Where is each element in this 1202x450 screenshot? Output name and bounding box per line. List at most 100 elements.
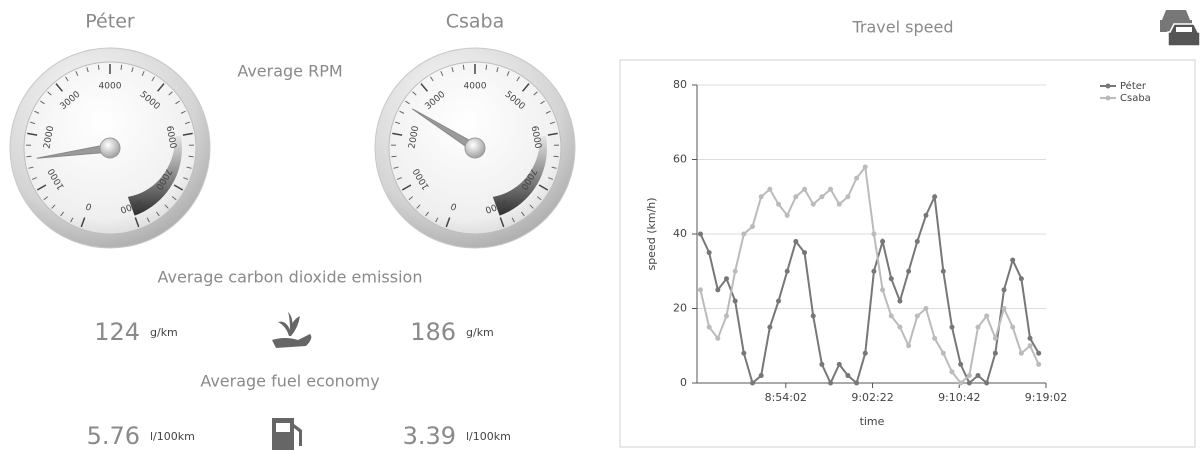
gauge-tick-label: 4000 — [464, 82, 487, 92]
data-point — [1019, 276, 1024, 281]
data-point — [958, 362, 963, 367]
data-point — [733, 299, 738, 304]
gauge-minor-tick — [463, 65, 464, 70]
data-point — [724, 276, 729, 281]
data-point — [854, 176, 859, 181]
data-point — [698, 232, 703, 237]
data-point — [1036, 351, 1041, 356]
data-point — [958, 381, 963, 386]
data-point — [1010, 258, 1015, 263]
chart-frame — [620, 60, 1195, 447]
data-point — [915, 239, 920, 244]
legend-marker — [1106, 96, 1111, 101]
data-point — [880, 239, 885, 244]
data-point — [707, 325, 712, 330]
data-point — [733, 269, 738, 274]
data-point — [845, 194, 850, 199]
data-point — [802, 187, 807, 192]
data-point — [949, 369, 954, 374]
data-point — [767, 325, 772, 330]
data-point — [1019, 351, 1024, 356]
data-point — [767, 187, 772, 192]
legend-marker — [1106, 84, 1111, 89]
data-point — [845, 373, 850, 378]
traffic-icon — [1160, 10, 1200, 46]
x-axis-label: time — [860, 415, 885, 428]
data-point — [819, 362, 824, 367]
data-point — [802, 250, 807, 255]
data-point — [811, 202, 816, 207]
data-point — [741, 351, 746, 356]
data-point — [1002, 287, 1007, 292]
y-axis-label: speed (km/h) — [645, 197, 658, 270]
data-point — [932, 194, 937, 199]
driver-name: Péter — [85, 11, 135, 33]
data-point — [785, 213, 790, 218]
dashboard: Péter Csaba Average RPM Average carbon d… — [0, 0, 1202, 450]
data-point — [906, 343, 911, 348]
x-tick-label: 9:19:02 — [1025, 391, 1067, 404]
data-point — [897, 325, 902, 330]
emission-value: 186 — [410, 318, 456, 346]
data-point — [923, 306, 928, 311]
data-point — [889, 276, 894, 281]
data-point — [1036, 362, 1041, 367]
data-point — [715, 287, 720, 292]
data-point — [1010, 325, 1015, 330]
section-title: Average carbon dioxide emission — [158, 268, 423, 287]
section-title: Average fuel economy — [200, 372, 379, 391]
data-point — [967, 381, 972, 386]
data-point — [828, 187, 833, 192]
gauge-minor-tick — [486, 65, 487, 70]
data-point — [976, 325, 981, 330]
data-point — [707, 250, 712, 255]
data-point — [1028, 336, 1033, 341]
data-point — [811, 313, 816, 318]
data-point — [949, 325, 954, 330]
emission-value: 124 — [94, 318, 140, 346]
y-tick-label: 40 — [673, 227, 687, 240]
data-point — [871, 232, 876, 237]
data-point — [837, 362, 842, 367]
data-point — [1002, 306, 1007, 311]
data-point — [793, 194, 798, 199]
section-title: Average RPM — [237, 62, 342, 81]
data-point — [828, 381, 833, 386]
fuel-icon — [272, 418, 302, 450]
driver-name: Csaba — [446, 11, 505, 33]
plant-icon — [272, 312, 311, 348]
data-point — [880, 287, 885, 292]
unit: g/km — [150, 326, 178, 339]
data-point — [715, 336, 720, 341]
legend-label: Péter — [1120, 80, 1147, 92]
data-point — [854, 381, 859, 386]
gauge-minor-tick — [554, 156, 559, 157]
gauge-minor-tick — [98, 65, 99, 70]
legend-label: Csaba — [1120, 93, 1151, 104]
data-point — [750, 381, 755, 386]
data-point — [889, 313, 894, 318]
data-point — [819, 194, 824, 199]
fuel-value: 3.39 — [403, 422, 456, 450]
data-point — [871, 269, 876, 274]
unit: g/km — [466, 326, 494, 339]
y-tick-label: 80 — [673, 78, 687, 91]
data-point — [984, 381, 989, 386]
data-point — [976, 373, 981, 378]
data-point — [941, 269, 946, 274]
gauge-tick-label: 4000 — [99, 82, 122, 92]
data-point — [897, 299, 902, 304]
unit: l/100km — [466, 430, 511, 443]
fuel-value: 5.76 — [87, 422, 140, 450]
data-point — [837, 202, 842, 207]
data-point — [932, 336, 937, 341]
gauge-minor-tick — [26, 156, 31, 157]
gauge-minor-tick — [189, 156, 194, 157]
x-tick-label: 8:54:02 — [765, 391, 807, 404]
y-tick-label: 0 — [680, 376, 687, 389]
data-point — [967, 373, 972, 378]
gauge-knob — [465, 138, 485, 158]
data-point — [863, 164, 868, 169]
gauge-minor-tick — [121, 65, 122, 70]
x-tick-label: 9:10:42 — [938, 391, 980, 404]
